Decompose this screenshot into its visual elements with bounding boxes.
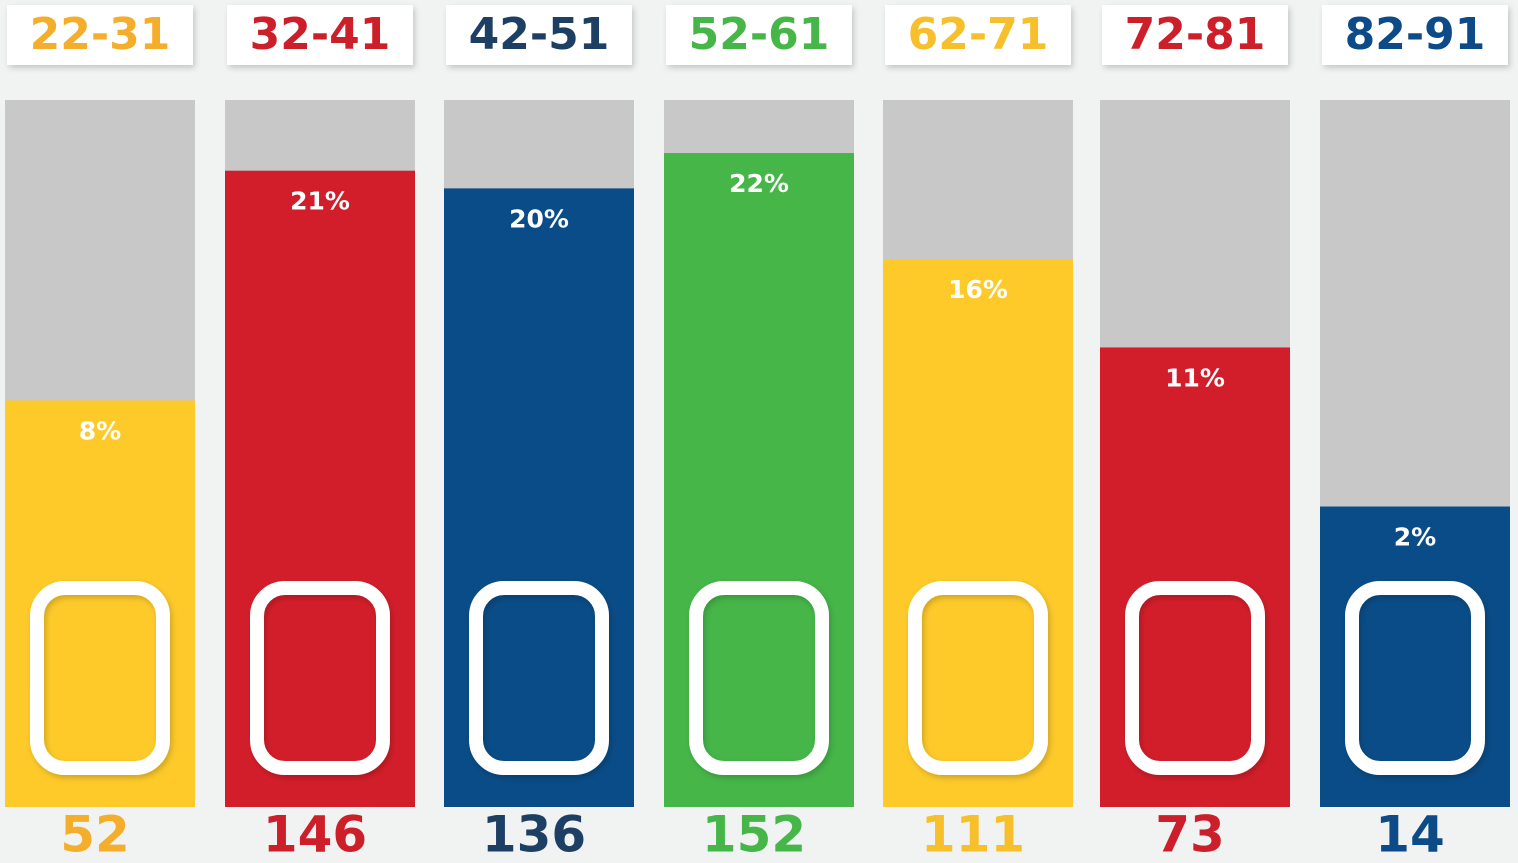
category-label: 62-71	[908, 9, 1049, 60]
value-label: 8%	[79, 416, 121, 445]
category-label: 22-31	[30, 9, 171, 60]
category-label: 52-61	[689, 9, 830, 60]
page: 22-31 8% 52 32-41 21% 146 42-51 20% 136 52-61 22% 1…	[0, 0, 1518, 863]
count-label: 14	[1375, 806, 1445, 863]
value-label: 20%	[509, 204, 569, 233]
value-label: 21%	[290, 187, 350, 216]
category-label: 82-91	[1345, 9, 1486, 60]
count-label: 136	[482, 806, 586, 863]
count-label: 111	[921, 806, 1025, 863]
value-label: 2%	[1394, 523, 1436, 552]
count-label: 52	[60, 806, 130, 863]
count-label: 146	[263, 806, 367, 863]
value-label: 16%	[948, 275, 1008, 304]
category-label: 32-41	[250, 9, 391, 60]
value-label: 11%	[1165, 363, 1225, 392]
category-label: 72-81	[1125, 9, 1266, 60]
value-label: 22%	[729, 169, 789, 198]
category-label: 42-51	[469, 9, 610, 60]
count-label: 152	[702, 806, 806, 863]
count-label: 73	[1155, 806, 1225, 863]
chart: 22-31 8% 52 32-41 21% 146 42-51 20% 136 52-61 22% 1…	[0, 0, 1518, 863]
